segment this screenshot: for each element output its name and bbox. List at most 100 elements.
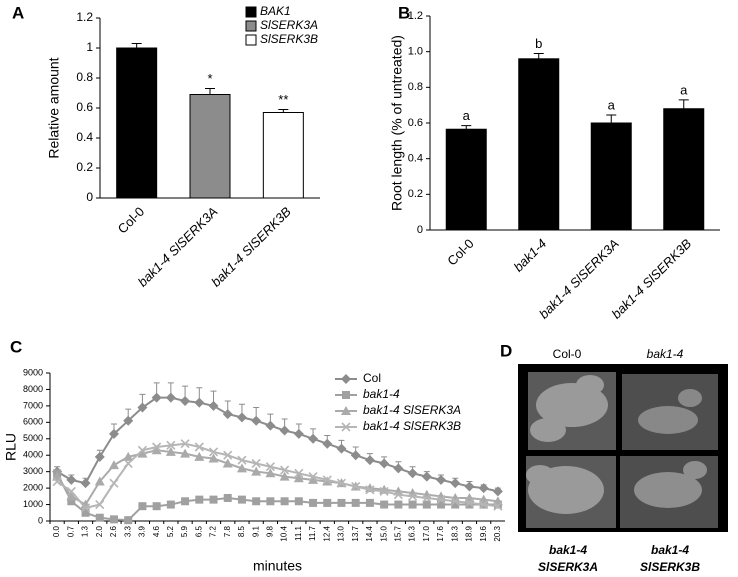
legend-swatch	[245, 20, 257, 32]
marker	[478, 483, 489, 494]
photo-label: bak1-4	[651, 543, 689, 557]
marker	[123, 458, 133, 469]
x-tick-label: bak1-4 SlSERK3B	[208, 204, 294, 290]
marker	[437, 500, 446, 509]
marker	[208, 447, 219, 457]
marker	[379, 486, 389, 496]
panel-letter: A	[12, 3, 24, 22]
marker	[67, 497, 76, 506]
x-tick-label: 20.3	[493, 525, 502, 541]
marker	[265, 462, 275, 472]
annotation: a	[680, 82, 688, 97]
x-tick-label: 15.0	[379, 525, 388, 541]
marker	[194, 451, 205, 461]
marker	[422, 493, 432, 503]
marker	[209, 495, 218, 504]
y-tick-label: 1.2	[76, 10, 93, 24]
x-tick-label: 0.7	[66, 525, 75, 537]
marker	[280, 465, 290, 475]
photo-label: bak1-4	[549, 543, 587, 557]
marker	[308, 474, 319, 484]
annotation: a	[608, 97, 616, 112]
error-bar	[278, 109, 289, 113]
marker	[94, 451, 105, 462]
bar	[663, 108, 705, 231]
panel-letter: B	[398, 3, 410, 22]
x-tick-label: 4.6	[152, 525, 161, 537]
bar	[590, 122, 632, 231]
error-bar	[606, 114, 617, 123]
marker	[138, 502, 147, 511]
x-tick-label: 13.0	[337, 525, 346, 541]
y-tick-label: 2000	[23, 482, 43, 492]
marker	[237, 495, 246, 504]
x-tick-label: 8.5	[237, 525, 246, 537]
y-tick-label: 7000	[23, 400, 43, 410]
marker	[450, 478, 461, 489]
legend-swatch	[245, 6, 257, 18]
y-tick-label: 0	[417, 224, 423, 236]
marker	[80, 478, 91, 489]
x-tick-label: 6.5	[194, 525, 203, 537]
line	[56, 472, 498, 522]
legend-swatch	[245, 34, 257, 46]
x-tick-label: 9.8	[266, 525, 275, 537]
marker	[393, 463, 404, 474]
marker	[351, 498, 360, 507]
y-tick-label: 1.2	[408, 10, 423, 22]
x-tick-label: 9.1	[251, 525, 260, 537]
marker	[251, 466, 262, 476]
marker	[108, 428, 119, 439]
marker	[180, 395, 191, 406]
marker	[166, 440, 176, 450]
y-axis-label: Relative amount	[46, 57, 62, 158]
x-tick-label: 2.6	[109, 525, 118, 537]
y-tick-label: 0.6	[408, 117, 423, 129]
error-bar	[131, 43, 142, 48]
x-tick-label: 3.3	[123, 525, 132, 537]
marker	[151, 445, 162, 455]
marker	[137, 402, 148, 413]
marker	[52, 476, 62, 487]
y-tick-label: 8000	[23, 384, 43, 394]
marker	[492, 486, 503, 497]
marker	[341, 406, 351, 415]
y-tick-label: 9000	[23, 367, 43, 377]
marker	[436, 495, 446, 505]
marker	[336, 443, 347, 454]
y-tick-label: 1	[86, 40, 93, 54]
x-tick-label: Col-0	[115, 204, 148, 237]
x-tick-label: bak1-4 SlSERK3A	[135, 204, 221, 290]
marker	[350, 450, 361, 461]
error-bar	[678, 99, 689, 109]
marker	[421, 471, 432, 482]
error-bar	[533, 52, 544, 59]
marker	[251, 415, 262, 426]
x-tick-label: bak1-4	[511, 236, 550, 275]
marker	[80, 503, 91, 513]
legend-label: BAK1	[260, 4, 291, 18]
marker	[493, 501, 503, 511]
marker	[81, 508, 90, 517]
y-tick-label: 0.2	[76, 160, 93, 174]
x-tick-label: 16.3	[408, 525, 417, 541]
marker	[152, 442, 162, 452]
photo-panel: D Col-0 bak1-4 bak1-4 SlSERK3A bak1-4 Sl…	[500, 341, 728, 574]
marker	[436, 474, 447, 485]
marker	[408, 500, 417, 509]
marker	[123, 415, 134, 426]
marker	[379, 458, 390, 469]
y-tick-label: 5000	[23, 433, 43, 443]
marker	[451, 500, 460, 509]
error-bar	[205, 88, 215, 95]
marker	[280, 497, 289, 506]
marker	[152, 502, 161, 511]
y-tick-label: 0	[38, 515, 43, 525]
marker	[479, 499, 489, 510]
bar	[116, 47, 158, 199]
marker	[123, 451, 134, 461]
photo-label: SlSERK3A	[538, 560, 598, 574]
y-tick-label: 1.0	[408, 46, 423, 58]
bar	[262, 112, 304, 199]
annotation: a	[463, 108, 471, 123]
